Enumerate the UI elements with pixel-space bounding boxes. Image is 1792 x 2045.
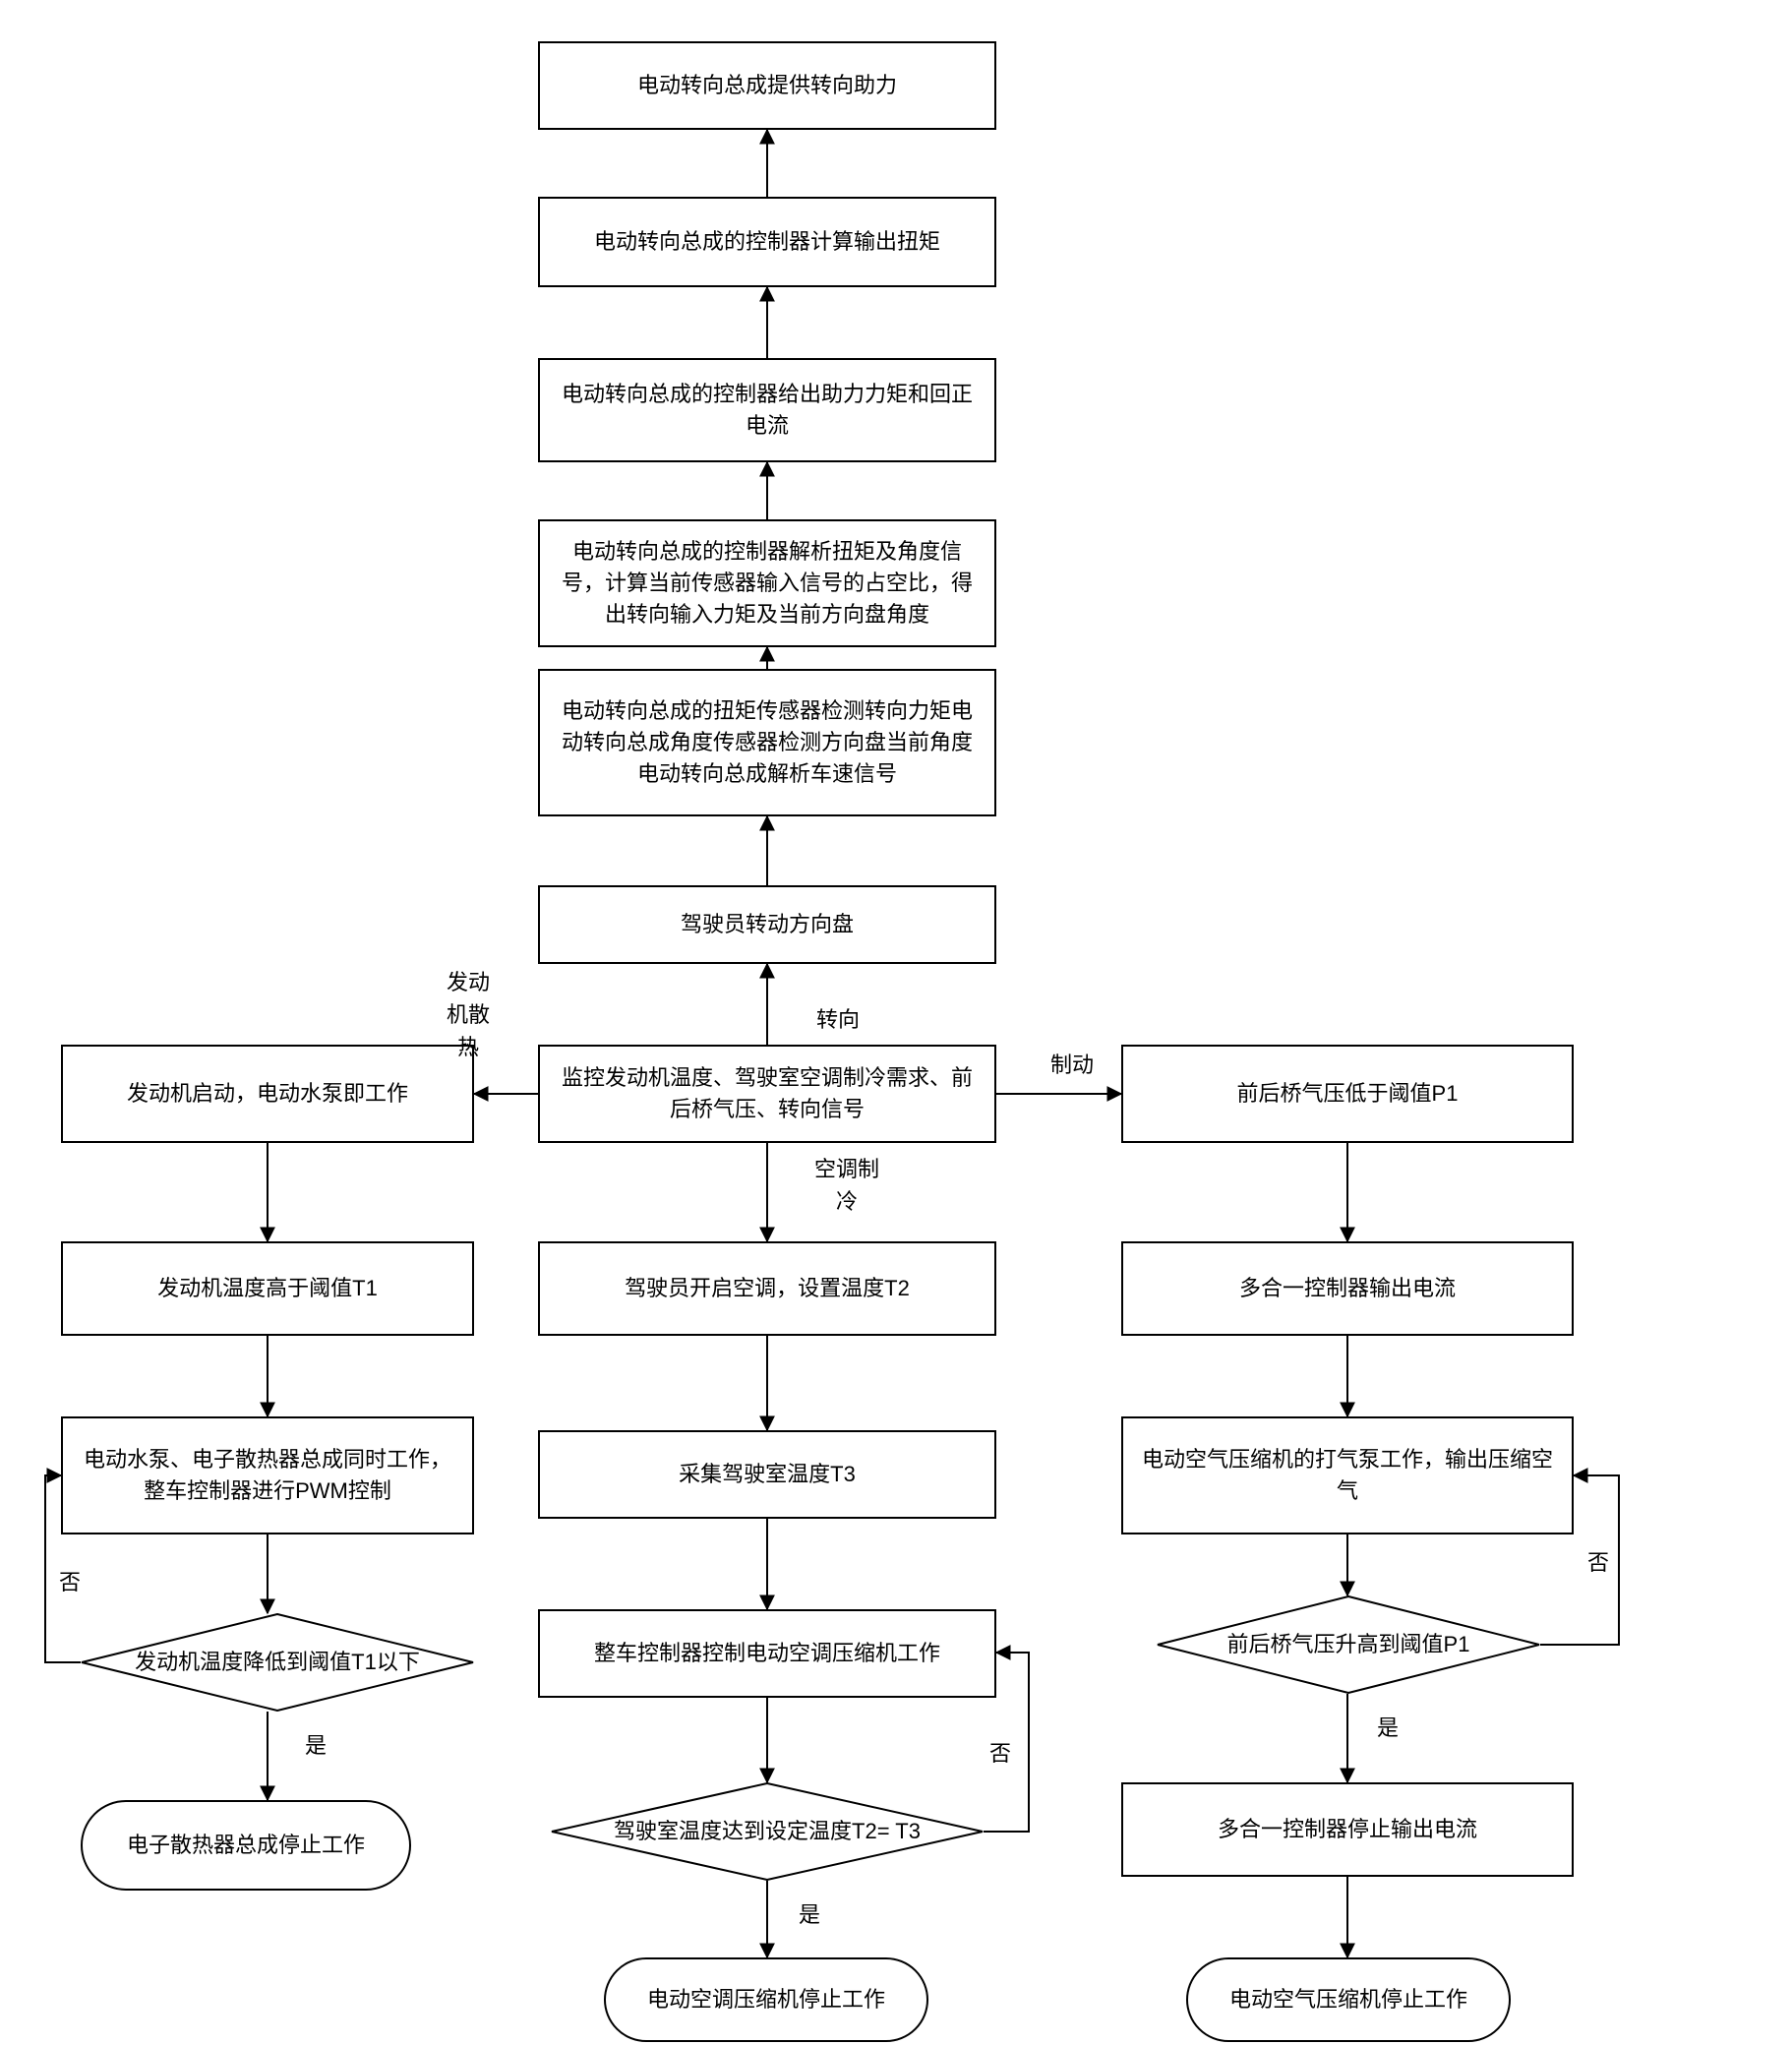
node-n3: 电动转向总成的控制器给出助力力矩和回正电流 xyxy=(538,358,996,462)
edge-label-yesL: 是 xyxy=(305,1729,327,1762)
edge-label-steer: 转向 xyxy=(816,1003,860,1036)
node-rt: 电动空气压缩机停止工作 xyxy=(1186,1957,1511,2042)
node-n7: 监控发动机温度、驾驶室空调制冷需求、前后桥气压、转向信号 xyxy=(538,1045,996,1143)
node-l1: 发动机启动，电动水泵即工作 xyxy=(61,1045,474,1143)
edge-label-noL: 否 xyxy=(59,1566,81,1598)
node-n5: 电动转向总成的扭矩传感器检测转向力矩电动转向总成角度传感器检测方向盘当前角度 电… xyxy=(538,669,996,816)
flowchart-canvas: 电动转向总成提供转向助力电动转向总成的控制器计算输出扭矩电动转向总成的控制器给出… xyxy=(0,0,1792,2045)
node-mt: 电动空调压缩机停止工作 xyxy=(604,1957,928,2042)
node-r3: 电动空气压缩机的打气泵工作，输出压缩空气 xyxy=(1121,1416,1574,1534)
node-l3: 电动水泵、电子散热器总成同时工作，整车控制器进行PWM控制 xyxy=(61,1416,474,1534)
node-rd: 前后桥气压升高到阈值P1 xyxy=(1157,1595,1540,1694)
edge-label-ac: 空调制 冷 xyxy=(814,1153,879,1218)
edge-label-noM: 否 xyxy=(989,1737,1011,1770)
node-md-label: 驾驶室温度达到设定温度T2= T3 xyxy=(551,1782,984,1881)
node-n2: 电动转向总成的控制器计算输出扭矩 xyxy=(538,197,996,287)
edge-label-eng: 发动 机散 热 xyxy=(447,966,490,1063)
node-n1: 电动转向总成提供转向助力 xyxy=(538,41,996,130)
node-r1: 前后桥气压低于阈值P1 xyxy=(1121,1045,1574,1143)
node-r2: 多合一控制器输出电流 xyxy=(1121,1241,1574,1336)
edge-label-brake: 制动 xyxy=(1050,1049,1094,1081)
node-n6: 驾驶员转动方向盘 xyxy=(538,885,996,964)
node-m2: 采集驾驶室温度T3 xyxy=(538,1430,996,1519)
node-m3: 整车控制器控制电动空调压缩机工作 xyxy=(538,1609,996,1698)
node-rd-label: 前后桥气压升高到阈值P1 xyxy=(1157,1595,1540,1694)
node-m1: 驾驶员开启空调，设置温度T2 xyxy=(538,1241,996,1336)
edge-label-yesM: 是 xyxy=(799,1898,820,1931)
node-lt: 电子散热器总成停止工作 xyxy=(81,1800,411,1891)
edge-label-noR: 否 xyxy=(1587,1546,1609,1579)
edge-label-yesR: 是 xyxy=(1377,1712,1399,1744)
node-l2: 发动机温度高于阈值T1 xyxy=(61,1241,474,1336)
node-md: 驾驶室温度达到设定温度T2= T3 xyxy=(551,1782,984,1881)
node-r4: 多合一控制器停止输出电流 xyxy=(1121,1782,1574,1877)
node-ld-label: 发动机温度降低到阈值T1以下 xyxy=(81,1613,474,1712)
node-ld: 发动机温度降低到阈值T1以下 xyxy=(81,1613,474,1712)
node-n4: 电动转向总成的控制器解析扭矩及角度信号，计算当前传感器输入信号的占空比，得出转向… xyxy=(538,519,996,647)
